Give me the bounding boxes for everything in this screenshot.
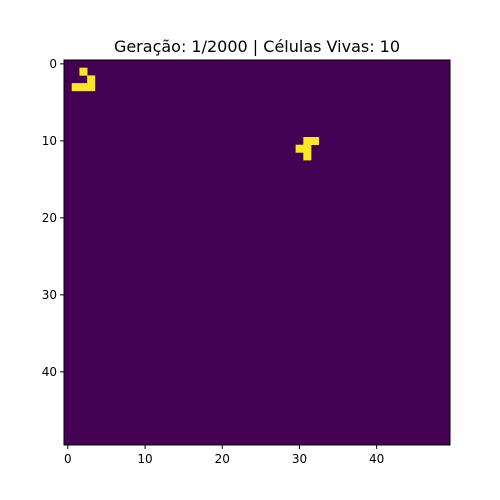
y-tick-label: 0 [49, 57, 57, 71]
x-tick-label: 0 [64, 452, 72, 466]
x-tick-label: 10 [137, 452, 152, 466]
live-cell [303, 144, 312, 153]
live-cell [303, 137, 312, 145]
live-cell [295, 144, 304, 153]
y-tick-label: 20 [42, 211, 57, 225]
live-cell [87, 75, 96, 84]
x-tick-label: 40 [369, 452, 384, 466]
x-axis: 0 10 20 30 40 [64, 445, 384, 466]
live-cell [71, 83, 80, 92]
live-cell [303, 152, 312, 161]
plot-frame [63, 59, 451, 446]
chart-title: Geração: 1/2000 | Células Vivas: 10 [114, 37, 400, 56]
y-tick-label: 10 [42, 134, 57, 148]
live-cell [79, 67, 88, 76]
live-cell [79, 83, 88, 92]
y-axis: 0 10 20 30 40 [42, 57, 64, 379]
live-cell [311, 137, 320, 145]
heatmap-background [64, 60, 450, 445]
x-tick-label: 20 [215, 452, 230, 466]
heatmap-plot [63, 59, 451, 446]
y-tick-label: 30 [42, 288, 57, 302]
live-cell [87, 83, 96, 92]
y-tick-label: 40 [42, 365, 57, 379]
x-tick-label: 30 [292, 452, 307, 466]
